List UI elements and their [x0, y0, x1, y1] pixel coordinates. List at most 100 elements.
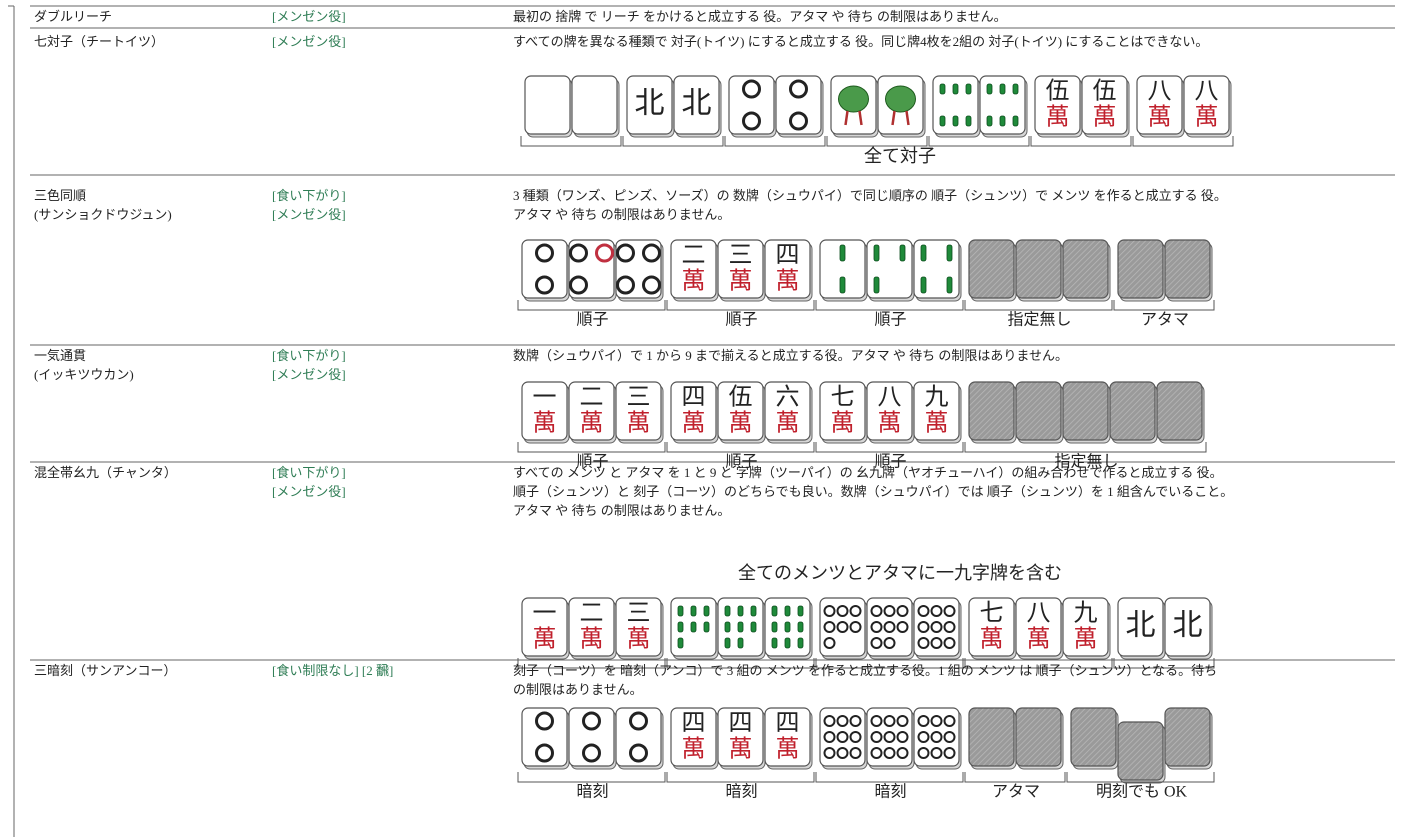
- pin-dot: [930, 637, 943, 649]
- description: の制限はありません。: [513, 682, 643, 697]
- group-label: アタマ: [992, 783, 1040, 801]
- pin-dot: [896, 747, 909, 759]
- description: 数牌（シュウパイ）で 1 から 9 まで揃えると成立する役。アタマ や 待ち の…: [513, 348, 1068, 363]
- pin-dot: [930, 731, 943, 743]
- yaku-name: 三色同順: [34, 188, 86, 203]
- pin-dot: [849, 621, 862, 633]
- sou-stick: [946, 276, 953, 294]
- tile: 北: [1164, 597, 1213, 660]
- tile: [568, 707, 617, 770]
- description: 刻子（コーツ）を 暗刻（アンコ）で 3 組の メンツ を作ると成立する役。1 組…: [513, 663, 1217, 678]
- group-bracket: [724, 136, 826, 147]
- yaku-tag: [メンゼン役]: [272, 207, 346, 222]
- yaku-tag: [メンゼン役]: [272, 34, 346, 49]
- pin-dot: [836, 621, 849, 633]
- tile: 七萬: [968, 597, 1017, 660]
- pin-dot: [742, 111, 761, 131]
- pin-dot: [629, 711, 648, 731]
- pin-dot: [836, 605, 849, 617]
- description: アタマ や 待ち の制限はありません。: [513, 503, 730, 518]
- yaku-tag: [食い制限なし] [2 飜]: [272, 663, 393, 678]
- pin-dot: [535, 711, 554, 731]
- caption: 全て対子: [864, 146, 936, 166]
- tile: 三萬: [615, 597, 664, 660]
- caption: 全てのメンツとアタマに一九字牌を含む: [738, 563, 1062, 583]
- tile: [1015, 381, 1064, 444]
- yaku-tag: [メンゼン役]: [272, 367, 346, 382]
- tile: [1109, 381, 1158, 444]
- tile: [913, 597, 962, 660]
- sou-stick: [771, 605, 778, 617]
- sou-stick: [797, 621, 804, 633]
- tile-face: [521, 381, 568, 441]
- sou-stick: [784, 637, 791, 649]
- tile-face: [764, 239, 811, 299]
- pin-dot: [836, 715, 849, 727]
- tile-number: 八: [1027, 601, 1051, 627]
- tile-face: [819, 381, 866, 441]
- pin-dot: [742, 79, 761, 99]
- tile: 八萬: [866, 381, 915, 444]
- yaku-name: 一気通貫: [34, 348, 86, 363]
- tile-face: [1136, 75, 1183, 135]
- tile: [524, 75, 573, 138]
- group-label: 順子: [725, 453, 757, 471]
- pin-dot: [642, 275, 661, 295]
- tile-face: [717, 239, 764, 299]
- yaku-name: 三暗刻（サンアンコー）: [34, 663, 176, 678]
- tile-suit: 萬: [729, 410, 753, 437]
- tile: 九萬: [1062, 597, 1111, 660]
- group-bracket: [520, 136, 622, 147]
- tile-suit: 萬: [682, 268, 706, 295]
- tile: [670, 597, 719, 660]
- tile-suit: 萬: [682, 410, 706, 437]
- tile-face: [866, 597, 913, 657]
- description: 順子（シュンツ）と 刻子（コーツ）のどちらでも良い。数牌（シュウパイ）では 順子…: [513, 484, 1233, 499]
- pin-dot: [917, 731, 930, 743]
- tile-face: [1109, 381, 1156, 441]
- tile: [913, 239, 962, 302]
- tile-face: [568, 239, 615, 299]
- tile: [1062, 239, 1111, 302]
- tile-suit: 萬: [1046, 104, 1070, 131]
- pin-dot: [789, 79, 808, 99]
- tile: [1164, 707, 1213, 770]
- group-bracket: [928, 136, 1030, 147]
- pin-dot: [823, 747, 836, 759]
- tile-face: [1062, 381, 1109, 441]
- description: 最初の 捨牌 で リーチ をかけると成立する 役。アタマ や 待ち の制限はあり…: [513, 9, 1007, 24]
- pin-dot: [883, 605, 896, 617]
- tile-number: 八: [878, 385, 902, 411]
- yaku-name: 混全帯幺九（チャンタ）: [34, 465, 177, 480]
- pin-dot: [917, 637, 930, 649]
- group-bracket: [666, 772, 815, 783]
- group-label: 順子: [576, 311, 608, 329]
- sou-stick: [771, 637, 778, 649]
- group-bracket: [815, 658, 964, 669]
- tile-face: [670, 381, 717, 441]
- tile-face: [524, 75, 571, 135]
- sou-stick: [999, 83, 1006, 95]
- pin-dot: [883, 747, 896, 759]
- tile-face: [968, 239, 1015, 299]
- tile-face: [670, 707, 717, 767]
- sou-stick: [873, 244, 880, 262]
- tile-number: 八: [1148, 79, 1172, 105]
- tile-suit: 萬: [878, 410, 902, 437]
- tile-face: [521, 239, 568, 299]
- group-bracket: [1113, 300, 1215, 311]
- pin-dot: [943, 605, 956, 617]
- tile-face: [764, 707, 811, 767]
- pin-dot: [616, 275, 635, 295]
- tile-number: 四: [729, 711, 753, 737]
- tile-face: [1117, 239, 1164, 299]
- tile: [1062, 381, 1111, 444]
- group-bracket: [1030, 136, 1132, 147]
- sou-stick: [784, 621, 791, 633]
- tile-suit: 萬: [627, 626, 651, 653]
- sou-stick: [797, 605, 804, 617]
- tile-number: 三: [627, 385, 651, 411]
- tile-face: [866, 381, 913, 441]
- tile: 八萬: [1183, 75, 1232, 138]
